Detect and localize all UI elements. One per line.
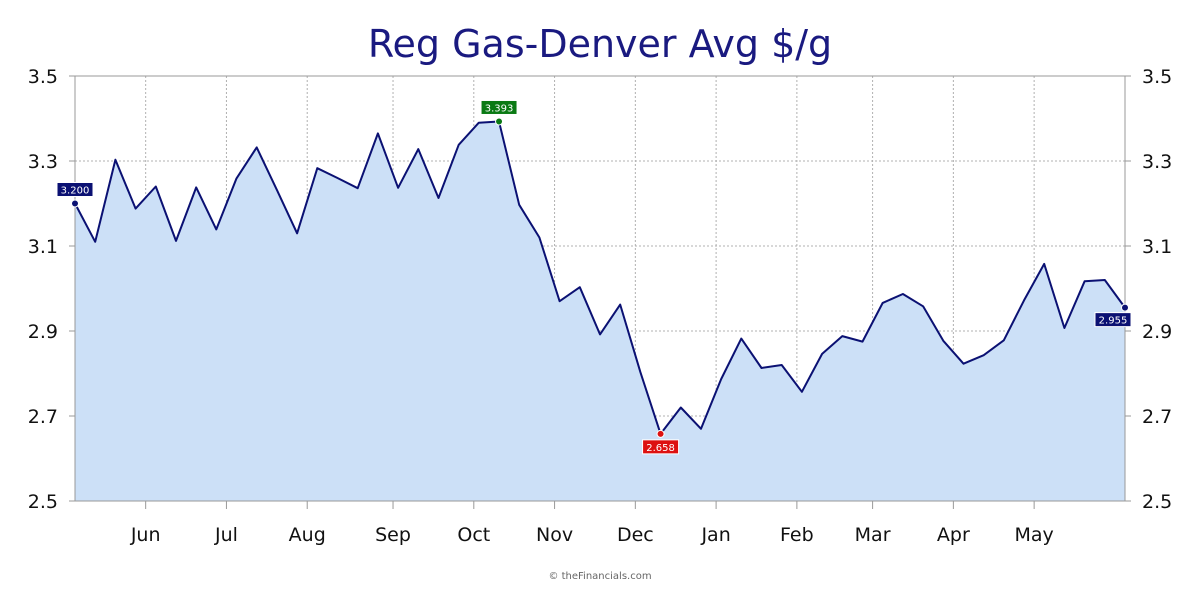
x-tick-label: Mar [855,524,891,546]
x-tick-label: Dec [617,524,654,546]
x-tick-label: Aug [289,524,326,546]
annotation-point [656,429,665,438]
annotation-badge [56,182,94,197]
label-layer: 2.5 2.5 2.7 2.7 2.9 2.9 3.1 3.1 3.3 3.3 3.5 3.5 Jun J… [28,66,1172,546]
y-tick-label-right: 3.1 [1142,236,1172,258]
y-tick-label-right: 2.7 [1142,406,1172,428]
y-tick-label-left: 2.9 [28,321,58,343]
x-tick-label: Jul [214,524,238,546]
annotation-point [1121,303,1129,312]
price-line [74,120,1126,435]
x-tick-label: Jun [130,524,161,546]
y-tick-label-left: 3.1 [28,236,58,258]
x-tick-label: Sep [375,524,411,546]
x-tick-label: May [1014,524,1053,546]
y-tick-label-left: 3.3 [28,151,58,173]
y-tick-label-right: 3.5 [1142,66,1172,88]
annotation-layer: 3.200 3.393 2.658 2.955 [56,99,1132,455]
y-tick-label-right: 2.9 [1142,321,1172,343]
annotation-badge [480,99,518,115]
axis-layer [69,75,1131,509]
y-tick-label-right: 3.3 [1142,151,1172,173]
x-tick-label: Apr [937,524,970,546]
annotation-point [71,199,79,208]
annotation-point [495,117,504,126]
y-tick-label-right: 2.5 [1142,491,1172,513]
area-layer [74,120,1126,501]
annotation-badge [642,439,680,455]
annotation-label: 2.955 [1099,316,1128,327]
annotation-badge [1094,312,1132,328]
x-tick-label: Feb [780,524,814,546]
area-fill [75,121,1125,501]
y-tick-label-left: 2.7 [28,406,58,428]
credit-text: © theFinancials.com [548,571,651,582]
y-tick-label-left: 2.5 [28,491,58,513]
chart-title: Reg Gas-Denver Avg $/g [368,22,832,66]
y-tick-label-left: 3.5 [28,66,58,88]
annotation-label: 3.200 [61,186,90,197]
x-tick-label: Jan [700,524,730,546]
x-tick-label: Nov [536,524,573,546]
x-tick-label: Oct [457,524,490,546]
annotation-label: 2.658 [646,443,675,454]
annotation-label: 3.393 [485,103,514,114]
